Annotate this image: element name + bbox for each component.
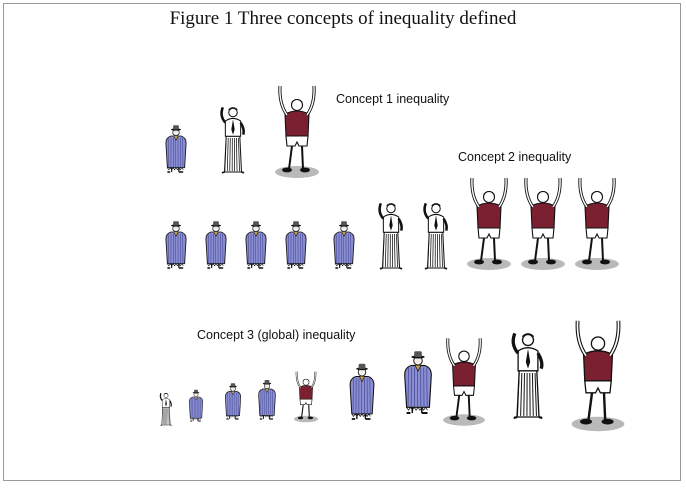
person-rich-icon: [443, 338, 485, 426]
person-poor-icon: [165, 221, 187, 269]
person-poor-icon: [165, 125, 187, 173]
person-poor-icon: [205, 221, 227, 269]
person-poor-icon: [285, 221, 307, 269]
person-middle-icon: [220, 106, 245, 174]
person-poor-icon: [349, 363, 375, 420]
person-rich-icon: [521, 177, 565, 270]
person-rich-icon: [575, 177, 619, 270]
person-rich-icon: [293, 371, 319, 423]
person-middle-icon: [511, 332, 544, 420]
person-poor-icon: [333, 221, 355, 269]
person-poor-icon: [224, 383, 242, 420]
person-poor-icon: [245, 221, 267, 269]
person-poor-icon: [404, 351, 432, 415]
concept-1-label: Concept 1 inequality: [336, 92, 450, 106]
person-rich-icon: [275, 85, 319, 178]
person-middle-icon: [423, 202, 448, 270]
person-middle-icon: [159, 392, 172, 426]
figure-title: Figure 1 Three concepts of inequality de…: [169, 8, 517, 29]
figure-row-concept-1: [165, 85, 319, 178]
person-poor-icon: [258, 380, 276, 420]
person-poor-icon: [188, 389, 204, 422]
figure-row-concept-2: [165, 177, 619, 270]
person-rich-icon: [571, 320, 625, 432]
concept-2-label: Concept 2 inequality: [458, 150, 572, 164]
person-middle-icon: [378, 202, 403, 270]
concept-3-label: Concept 3 (global) inequality: [197, 328, 356, 342]
figure-row-concept-3: [159, 320, 625, 432]
person-rich-icon: [467, 177, 511, 270]
